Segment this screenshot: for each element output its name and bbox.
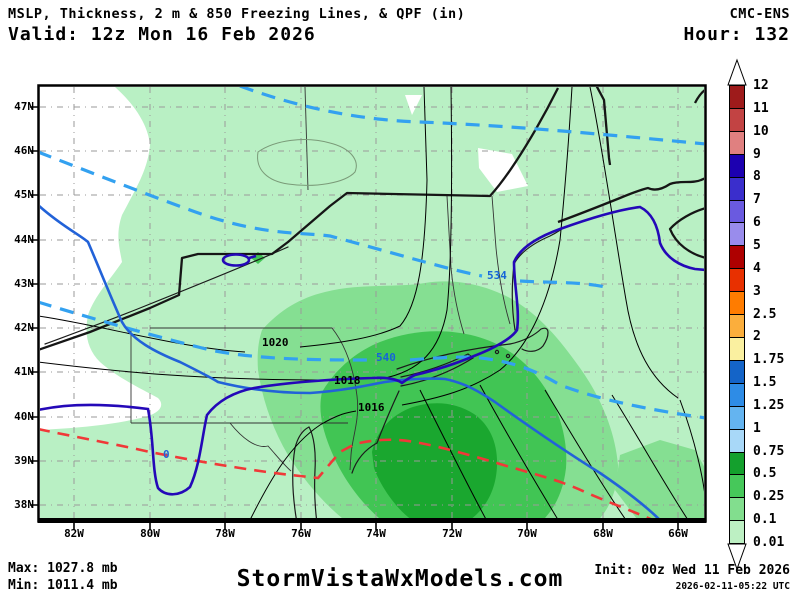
lat-label: 47N <box>14 100 34 113</box>
colorbar-tick: 2 <box>753 329 761 345</box>
lat-label: 46N <box>14 144 34 157</box>
colorbar-tick: 0.5 <box>753 466 777 482</box>
colorbar-band <box>730 200 744 224</box>
canada-border <box>40 87 704 351</box>
freezing-zero-label: 0 <box>163 448 170 461</box>
lat-label: 42N <box>14 321 34 334</box>
colorbar-band <box>730 292 744 316</box>
colorbar-band <box>730 521 744 544</box>
lon-label: 66W <box>668 527 688 540</box>
qpf-shading <box>40 87 704 520</box>
colorbar-band <box>730 269 744 293</box>
colorbar-band <box>730 315 744 338</box>
colorbar-band <box>730 246 744 270</box>
isobar-label-1020: 1020 <box>262 336 289 349</box>
colorbar-band <box>730 108 744 132</box>
colorbar-tick: 2.5 <box>753 306 777 322</box>
lon-label: 68W <box>593 527 613 540</box>
colorbar-band <box>730 383 744 407</box>
colorbar-tick: 1 <box>753 420 761 436</box>
lat-label: 43N <box>14 277 34 290</box>
colorbar-band <box>730 452 744 476</box>
colorbar-tick: 0.01 <box>753 535 785 550</box>
lon-label: 78W <box>215 527 235 540</box>
colorbar-tick: 10 <box>753 123 769 139</box>
thickness-lines <box>40 87 704 420</box>
colorbar-band <box>730 429 744 453</box>
colorbar-tick: 12 <box>753 78 769 93</box>
colorbar-tick: 3 <box>753 283 761 299</box>
thickness-line-528 <box>239 87 704 146</box>
forecast-hour: Hour: 132 <box>683 24 790 45</box>
colorbar-band <box>730 131 744 155</box>
colorbar-band <box>730 337 744 361</box>
lat-label: 40N <box>14 410 34 423</box>
colorbar-tick: 1.25 <box>753 397 785 413</box>
colorbar-tick: 9 <box>753 146 761 162</box>
lat-label: 39N <box>14 454 34 467</box>
lon-label: 72W <box>442 527 462 540</box>
colorbar-tick: 11 <box>753 100 769 116</box>
lat-label: 38N <box>14 498 34 511</box>
thickness-label-540: 540 <box>376 351 396 364</box>
lat-label: 45N <box>14 188 34 201</box>
lon-label: 82W <box>64 527 84 540</box>
thickness-line-540 <box>40 300 704 420</box>
thickness-line-534 <box>40 151 611 290</box>
freezing-line-2m-dark <box>40 205 704 496</box>
freezing-line-850 <box>40 428 656 520</box>
lat-label: 44N <box>14 233 34 246</box>
colorbar-band <box>730 86 744 109</box>
colorbar-tick: 1.75 <box>753 352 785 368</box>
chart-title: MSLP, Thickness, 2 m & 850 Freezing Line… <box>8 6 466 22</box>
colorbar-band <box>730 223 744 247</box>
lat-label: 41N <box>14 365 34 378</box>
colorbar-band <box>730 154 744 178</box>
mslp-min-value: Min: 1011.4 mb <box>8 578 118 593</box>
colorbar-band <box>730 498 744 522</box>
lon-label: 70W <box>517 527 537 540</box>
qpf-colorbar <box>729 85 745 544</box>
colorbar-band <box>730 177 744 201</box>
colorbar-tick: 0.1 <box>753 512 777 528</box>
colorbar-tick: 6 <box>753 215 761 231</box>
colorbar-band <box>730 406 744 430</box>
park-boundary <box>257 139 357 186</box>
axis-ticks <box>30 106 679 530</box>
colorbar-tick: 1.5 <box>753 375 777 391</box>
colorbar-tick: 0.75 <box>753 443 785 459</box>
init-time: Init: 00z Wed 11 Feb 2026 <box>594 563 790 578</box>
colorbar-tick: 7 <box>753 192 761 208</box>
isobars <box>40 87 704 520</box>
lon-label: 74W <box>366 527 386 540</box>
thickness-label-534: 534 <box>487 269 507 282</box>
colorbar-arrow-down-icon <box>727 543 747 571</box>
isobar-label-1016: 1016 <box>358 401 385 414</box>
lon-label: 76W <box>291 527 311 540</box>
valid-time: Valid: 12z Mon 16 Feb 2026 <box>8 24 316 45</box>
mslp-max-value: Max: 1027.8 mb <box>8 561 118 576</box>
watermark-site: StormVistaWxModels.com <box>236 566 564 592</box>
colorbar-band <box>730 360 744 384</box>
colorbar-tick: 4 <box>753 260 761 276</box>
generated-timestamp: 2026-02-11-05:22 UTC <box>675 581 790 592</box>
colorbar-tick: 0.25 <box>753 489 785 505</box>
colorbar-tick: 5 <box>753 237 761 253</box>
colorbar-band <box>730 475 744 499</box>
lon-label: 80W <box>140 527 160 540</box>
freezing-line-2m-blue <box>40 205 662 520</box>
isobar-label-1018: 1018 <box>334 374 361 387</box>
colorbar-arrow-up-icon <box>727 58 747 86</box>
model-name: CMC-ENS <box>729 6 790 22</box>
colorbar-tick: 8 <box>753 169 761 185</box>
